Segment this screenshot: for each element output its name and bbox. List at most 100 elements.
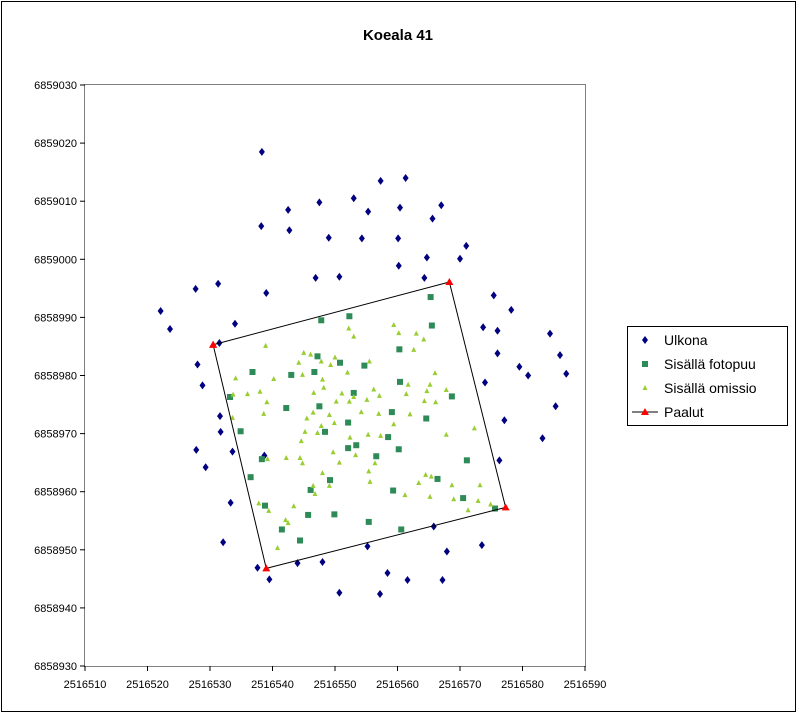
data-point (367, 478, 373, 484)
data-point (227, 393, 233, 400)
data-point (256, 500, 262, 506)
data-point (291, 503, 297, 509)
data-point (209, 340, 218, 348)
data-point (475, 497, 481, 503)
data-point (395, 234, 402, 243)
data-point (364, 396, 370, 402)
data-point (262, 564, 271, 572)
data-point (254, 563, 261, 572)
series-2 (230, 321, 494, 551)
data-point (286, 226, 293, 235)
data-point (262, 502, 268, 509)
data-point (377, 176, 384, 185)
data-point (298, 438, 304, 444)
data-point (350, 389, 357, 396)
data-point (421, 336, 427, 342)
data-point (376, 410, 382, 416)
x-tick-label: 2516580 (501, 679, 544, 691)
data-point (494, 326, 501, 335)
data-point (283, 405, 290, 412)
y-tick-label: 6858980 (34, 371, 77, 383)
data-point (263, 342, 269, 348)
data-point (365, 207, 372, 216)
data-point (365, 431, 371, 437)
data-point (327, 477, 333, 484)
data-point (283, 455, 289, 461)
data-point (304, 415, 310, 421)
data-point (336, 459, 342, 465)
data-point (249, 369, 256, 376)
data-point (297, 537, 303, 544)
data-point (430, 522, 437, 531)
data-point (421, 398, 427, 404)
data-point (278, 526, 285, 533)
data-point (285, 520, 291, 526)
data-point (443, 431, 449, 437)
data-point (230, 391, 236, 397)
data-point (315, 430, 320, 436)
data-point (563, 369, 570, 378)
legend-marker (642, 385, 648, 390)
data-point (501, 416, 508, 425)
legend-label: Sisällä fotopuu (664, 356, 756, 372)
x-tick-label: 2516560 (376, 679, 419, 691)
data-point (353, 452, 359, 458)
data-point (471, 425, 477, 431)
x-tick-label: 2516510 (64, 679, 107, 691)
legend-label: Ulkona (664, 332, 708, 348)
data-point (397, 203, 403, 212)
data-point (378, 432, 384, 438)
data-point (331, 420, 337, 426)
data-point (457, 254, 463, 263)
data-point (351, 333, 357, 339)
data-point (377, 589, 383, 598)
data-point (322, 428, 328, 435)
data-point (428, 473, 434, 479)
data-point (395, 446, 402, 453)
data-point (439, 576, 446, 585)
y-tick-label: 6858940 (34, 603, 77, 615)
x-tick-label: 2516570 (439, 679, 482, 691)
y-tick-label: 6858950 (34, 545, 77, 557)
data-point (413, 330, 419, 336)
data-point (331, 511, 338, 518)
y-tick-label: 6859030 (34, 80, 77, 92)
legend-label: Sisällä omissio (664, 380, 757, 396)
data-point (390, 487, 397, 494)
data-point (167, 325, 173, 334)
data-point (345, 369, 350, 375)
y-axis: 6858930 6858940 6858950 6858960 6858970 68589… (34, 80, 85, 673)
data-point (247, 474, 254, 481)
data-point (333, 398, 339, 404)
data-point (373, 453, 380, 460)
data-point (257, 388, 263, 394)
data-point (427, 294, 434, 301)
data-point (347, 434, 353, 440)
data-point (230, 414, 235, 420)
legend-marker (642, 336, 648, 344)
data-point (199, 381, 206, 390)
data-point (312, 273, 319, 282)
data-point (316, 198, 323, 207)
data-point (516, 362, 523, 371)
data-point (488, 501, 494, 507)
data-point (407, 411, 413, 417)
data-point (492, 505, 498, 512)
data-point (318, 317, 325, 324)
data-point (332, 354, 338, 360)
data-point (305, 511, 312, 518)
data-point (429, 214, 436, 223)
data-point (265, 456, 270, 462)
data-point (445, 277, 454, 285)
data-point (245, 391, 250, 397)
data-point (465, 507, 471, 513)
data-point (428, 322, 435, 329)
data-point (443, 387, 449, 393)
data-point (350, 194, 357, 203)
data-point (321, 384, 327, 390)
plot-area (84, 84, 586, 667)
data-point (193, 445, 200, 454)
data-point (448, 393, 455, 400)
legend-label: Paalut (664, 404, 704, 420)
data-point (405, 381, 411, 387)
